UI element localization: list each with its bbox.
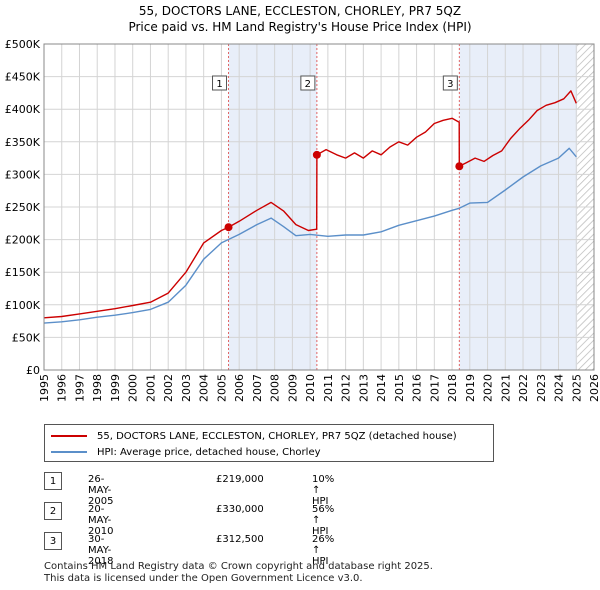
x-tick-label: 2012 — [340, 374, 353, 402]
sale-badge: 3 — [44, 532, 62, 550]
price-chart: 1 2 3 £0 £50K £100K £150K £200K £250K £300K £350K £… — [5, 38, 600, 402]
x-tick-label: 2008 — [269, 374, 282, 402]
x-tick-label: 2007 — [251, 374, 264, 402]
x-tick-label: 2019 — [464, 374, 477, 402]
y-tick-label: £500K — [5, 38, 41, 51]
footer-copyright: Contains HM Land Registry data © Crown c… — [44, 561, 433, 572]
sale-point — [455, 162, 464, 171]
legend-item-hpi: HPI: Average price, detached house, Chor… — [51, 445, 321, 459]
x-tick-label: 2013 — [357, 374, 370, 402]
legend-label-hpi: HPI: Average price, detached house, Chor… — [97, 446, 321, 458]
footer-licence: This data is licensed under the Open Gov… — [44, 573, 363, 584]
y-tick-label: £50K — [12, 331, 41, 344]
x-tick-label: 1999 — [109, 374, 122, 402]
y-tick-label: £350K — [5, 136, 41, 149]
sale-date: 20-MAY-2010 — [88, 504, 114, 537]
x-tick-label: 2025 — [570, 374, 583, 402]
sale-label: 2 — [305, 79, 311, 90]
sale-hpi-change: 26% ↑ HPI — [312, 534, 335, 567]
legend-swatch-property — [51, 435, 87, 437]
sale-hpi-change: 56% ↑ HPI — [312, 504, 335, 537]
sale-point — [224, 223, 233, 232]
x-tick-label: 2022 — [517, 374, 530, 402]
legend-label-property: 55, DOCTORS LANE, ECCLESTON, CHORLEY, PR… — [97, 430, 457, 442]
sale-hpi-change: 10% ↑ HPI — [312, 474, 335, 507]
x-tick-label: 2016 — [411, 374, 424, 402]
footer: Contains HM Land Registry data © Crown c… — [44, 561, 433, 585]
sale-label: 3 — [447, 79, 453, 90]
x-tick-label: 1998 — [91, 374, 104, 402]
x-tick-label: 2010 — [304, 374, 317, 402]
sale-label-box — [212, 75, 228, 91]
sale-point — [312, 150, 321, 159]
x-tick-label: 2015 — [393, 374, 406, 402]
x-tick-label: 2024 — [553, 374, 566, 402]
sale-date: 26-MAY-2005 — [88, 474, 114, 507]
x-tick-label: 2000 — [127, 374, 140, 402]
x-tick-label: 2011 — [322, 374, 335, 402]
x-tick-label: 2004 — [198, 374, 211, 402]
y-tick-label: £150K — [5, 266, 41, 279]
property-series-line — [43, 90, 577, 319]
x-tick-label: 1996 — [56, 374, 69, 402]
sale-badge: 2 — [44, 502, 62, 520]
x-tick-label: 2023 — [535, 374, 548, 402]
x-tick-label: 2001 — [144, 374, 157, 402]
x-tick-label: 2003 — [180, 374, 193, 402]
sale-label-box — [300, 75, 316, 91]
y-tick-label: £250K — [5, 201, 41, 214]
sale-badge: 1 — [44, 472, 62, 490]
plot-border — [43, 43, 595, 371]
x-tick-label: 2021 — [499, 374, 512, 402]
sale-label: 1 — [216, 79, 222, 90]
legend: 55, DOCTORS LANE, ECCLESTON, CHORLEY, PR… — [44, 424, 494, 462]
y-tick-label: £450K — [5, 71, 41, 84]
y-tick-label: £400K — [5, 103, 41, 116]
x-tick-label: 2018 — [446, 374, 459, 402]
legend-swatch-hpi — [51, 451, 87, 453]
y-tick-label: £100K — [5, 299, 41, 312]
sale-price: £312,500 — [216, 534, 264, 545]
sale-date: 30-MAY-2018 — [88, 534, 114, 567]
y-tick-label: £0 — [26, 364, 40, 377]
x-tick-label: 2017 — [428, 374, 441, 402]
x-tick-label: 1997 — [73, 374, 86, 402]
hpi-series-line — [43, 147, 577, 324]
sale-price: £219,000 — [216, 474, 264, 485]
chart-subtitle: Price paid vs. HM Land Registry's House … — [128, 20, 472, 34]
x-tick-label: 2026 — [588, 374, 600, 402]
y-tick-label: £200K — [5, 234, 41, 247]
x-tick-label: 1995 — [38, 374, 51, 402]
x-tick-label: 2020 — [482, 374, 495, 402]
x-tick-label: 2002 — [162, 374, 175, 402]
x-tick-label: 2006 — [233, 374, 246, 402]
x-tick-label: 2005 — [215, 374, 228, 402]
legend-item-property: 55, DOCTORS LANE, ECCLESTON, CHORLEY, PR… — [51, 429, 457, 443]
sale-label-box — [442, 75, 458, 91]
y-tick-label: £300K — [5, 168, 41, 181]
x-tick-label: 2014 — [375, 374, 388, 402]
x-tick-label: 2009 — [286, 374, 299, 402]
sale-price: £330,000 — [216, 504, 264, 515]
chart-title: 55, DOCTORS LANE, ECCLESTON, CHORLEY, PR… — [138, 4, 462, 18]
